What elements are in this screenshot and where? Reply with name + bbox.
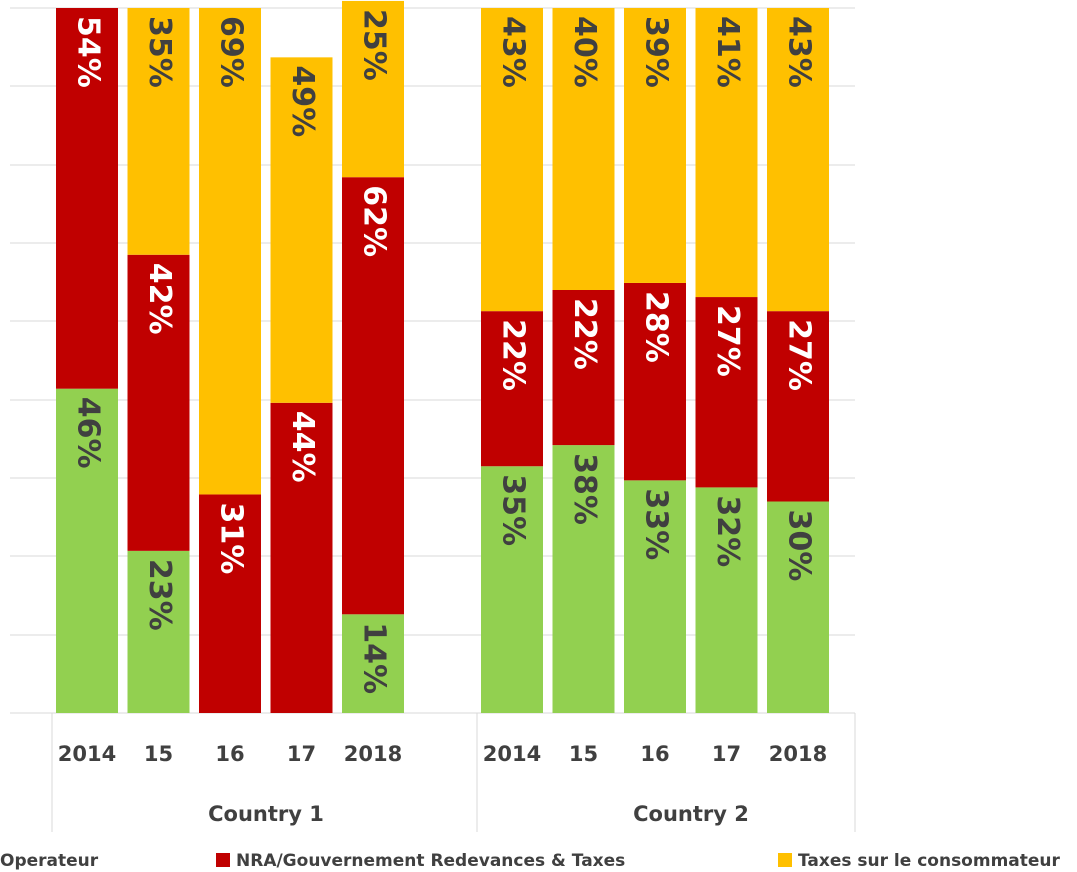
- bar-segment: [342, 177, 404, 615]
- bar-segment: [56, 388, 118, 713]
- x-tick-label: 16: [640, 742, 669, 766]
- data-label: 44%: [285, 411, 320, 483]
- data-label: 33%: [639, 488, 674, 560]
- data-label: 39%: [639, 16, 674, 88]
- bar-segment: [624, 282, 686, 481]
- bar-segment: [127, 550, 190, 713]
- bar-segment: [552, 445, 615, 713]
- data-label: 14%: [357, 622, 392, 694]
- group-label: Country 1: [208, 802, 324, 826]
- bar-segment: [624, 480, 686, 713]
- data-label: 35%: [496, 474, 531, 546]
- bar-segment: [767, 311, 829, 502]
- data-label: 25%: [357, 9, 392, 81]
- legend-swatch: [778, 853, 792, 867]
- bar-segment: [481, 8, 543, 312]
- data-label: 46%: [71, 397, 106, 469]
- x-tick-label: 2018: [769, 742, 827, 766]
- x-tick-label: 17: [287, 742, 316, 766]
- data-label: 38%: [567, 453, 602, 525]
- bar-segment: [270, 57, 333, 403]
- bar-segment: [624, 8, 686, 283]
- bar-segment: [56, 8, 118, 389]
- data-label: 40%: [567, 16, 602, 88]
- data-label: 31%: [214, 502, 249, 574]
- data-label: 69%: [214, 16, 249, 88]
- bar-segment: [767, 501, 829, 713]
- bar-segment: [127, 8, 190, 255]
- bar-segment: [552, 8, 615, 290]
- bar-segment: [342, 0, 404, 178]
- data-label: 43%: [782, 16, 817, 88]
- legend-swatch: [216, 853, 230, 867]
- bar-segment: [127, 254, 190, 551]
- legend-label: Operateur: [0, 851, 99, 871]
- data-label: 32%: [710, 495, 745, 567]
- bar-segment: [695, 8, 758, 298]
- data-label: 41%: [710, 16, 745, 88]
- legend-label: NRA/Gouvernement Redevances & Taxes: [236, 851, 625, 871]
- bar-segment: [767, 8, 829, 312]
- data-label: 27%: [782, 319, 817, 391]
- data-label: 35%: [142, 16, 177, 88]
- data-label: 43%: [496, 16, 531, 88]
- bar-segment: [552, 290, 615, 446]
- data-label: 22%: [567, 298, 602, 370]
- data-label: 49%: [285, 65, 320, 137]
- data-label: 42%: [142, 263, 177, 335]
- bar-segment: [481, 466, 543, 713]
- bar-segment: [695, 297, 758, 488]
- x-tick-label: 2014: [58, 742, 116, 766]
- x-tick-label: 15: [144, 742, 173, 766]
- data-label: 23%: [142, 559, 177, 631]
- data-label: 22%: [496, 319, 531, 391]
- x-tick-label: 16: [215, 742, 244, 766]
- data-label: 27%: [710, 305, 745, 377]
- bar-segment: [199, 494, 261, 713]
- bar-segment: [695, 487, 758, 713]
- bar-segment: [481, 311, 543, 467]
- x-tick-label: 17: [712, 742, 741, 766]
- data-label: 54%: [71, 16, 106, 88]
- bar-segment: [342, 614, 404, 713]
- x-tick-label: 2018: [344, 742, 402, 766]
- data-label: 62%: [357, 185, 392, 257]
- bar-segment: [199, 8, 261, 495]
- legend-label: Taxes sur le consommateur: [798, 851, 1061, 871]
- data-label: 28%: [639, 291, 674, 363]
- x-tick-label: 15: [569, 742, 598, 766]
- x-tick-label: 2014: [483, 742, 541, 766]
- data-label: 30%: [782, 510, 817, 582]
- bar-segment: [270, 402, 333, 713]
- group-label: Country 2: [633, 802, 749, 826]
